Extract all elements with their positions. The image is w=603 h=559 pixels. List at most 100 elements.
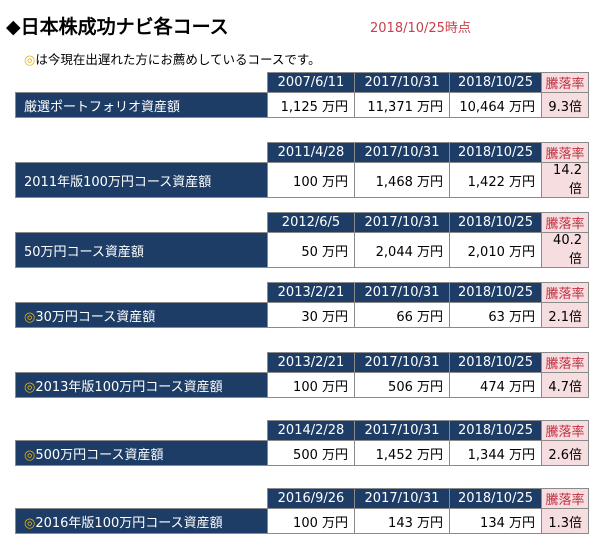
recommended-mark-icon: ◎: [24, 53, 36, 68]
asset-value: 2,010 万円: [449, 232, 542, 268]
course-name: ◎30万円コース資産額: [15, 302, 268, 328]
date-header: 2014/2/28: [267, 420, 355, 441]
ratio-header: 騰落率: [541, 212, 589, 233]
asset-value: 134 万円: [449, 508, 542, 534]
course-table: 2007/6/11 2017/10/31 2018/10/25 騰落率厳選ポートフォリ…: [15, 72, 589, 118]
ratio-header: 騰落率: [541, 72, 589, 93]
course-name: 50万円コース資産額: [15, 232, 268, 268]
date-header: 2018/10/25: [449, 488, 542, 509]
course-header-row: 2007/6/11 2017/10/31 2018/10/25 騰落率: [16, 72, 589, 93]
asset-value: 1,452 万円: [354, 440, 450, 466]
date-header: 2007/6/11: [267, 72, 355, 93]
asset-value: 1,125 万円: [267, 92, 355, 118]
asset-value: 63 万円: [449, 302, 542, 328]
recommended-mark-icon: ◎: [24, 515, 36, 531]
course-name-text: 50万円コース資産額: [24, 244, 144, 260]
ratio-value: 40.2倍: [541, 232, 589, 268]
asset-value: 100 万円: [267, 372, 355, 398]
asset-value: 1,422 万円: [449, 162, 542, 198]
asset-value: 11,371 万円: [354, 92, 450, 118]
recommended-mark-icon: ◎: [24, 309, 36, 325]
course-name-text: 30万円コース資産額: [35, 309, 156, 325]
course-value-row: ◎30万円コース資産額 30 万円 66 万円 63 万円 2.1倍: [15, 302, 589, 328]
course-table: 2014/2/28 2017/10/31 2018/10/25 騰落率 ◎500万円コー…: [15, 420, 589, 466]
date-header: 2018/10/25: [449, 352, 542, 373]
date-header: 2018/10/25: [449, 282, 542, 303]
date-header: 2013/2/21: [267, 352, 355, 373]
recommended-mark-icon: ◎: [24, 379, 36, 395]
ratio-header: 騰落率: [541, 420, 589, 441]
date-header: 2018/10/25: [449, 72, 542, 93]
asset-value: 10,464 万円: [449, 92, 542, 118]
ratio-value: 2.6倍: [541, 440, 589, 466]
as-of-date: 2018/10/25時点: [370, 21, 471, 36]
course-name: ◎2016年版100万円コース資産額: [15, 508, 268, 534]
header-blank: [16, 213, 268, 233]
ratio-header: 騰落率: [541, 282, 589, 303]
date-header: 2017/10/31: [354, 488, 450, 509]
asset-value: 506 万円: [354, 372, 450, 398]
date-header: 2017/10/31: [354, 142, 450, 163]
course-name: ◎500万円コース資産額: [15, 440, 268, 466]
header-blank: [16, 353, 268, 373]
course-table: 2013/2/21 2017/10/31 2018/10/25 騰落率 ◎30万円コース…: [15, 282, 589, 328]
date-header: 2017/10/31: [354, 420, 450, 441]
course-header-row: 2012/6/5 2017/10/31 2018/10/25 騰落率: [16, 212, 589, 233]
date-header: 2018/10/25: [449, 212, 542, 233]
header-blank: [16, 489, 268, 509]
course-name-text: 2016年版100万円コース資産額: [35, 515, 223, 531]
date-header: 2017/10/31: [354, 282, 450, 303]
course-value-row: ◎2013年版100万円コース資産額 100 万円 506 万円 474 万円 4.7倍: [15, 372, 589, 398]
course-name-text: 500万円コース資産額: [35, 447, 164, 463]
course-header-row: 2014/2/28 2017/10/31 2018/10/25 騰落率: [16, 420, 589, 441]
note-text: は今現在出遅れた方にお薦めしているコースです。: [35, 52, 321, 67]
asset-value: 1,344 万円: [449, 440, 542, 466]
page-title: ◆日本株成功ナビ各コース: [6, 16, 229, 38]
ratio-value: 2.1倍: [541, 302, 589, 328]
date-header: 2017/10/31: [354, 352, 450, 373]
asset-value: 100 万円: [267, 162, 355, 198]
course-header-row: 2011/4/28 2017/10/31 2018/10/25 騰落率: [16, 142, 589, 163]
asset-value: 100 万円: [267, 508, 355, 534]
course-name: 2011年版100万円コース資産額: [15, 162, 268, 198]
asset-value: 1,468 万円: [354, 162, 450, 198]
course-value-row: 2011年版100万円コース資産額 100 万円 1,468 万円 1,422 万円 1…: [15, 162, 589, 198]
ratio-value: 14.2倍: [541, 162, 589, 198]
date-header: 2013/2/21: [267, 282, 355, 303]
date-header: 2012/6/5: [267, 212, 355, 233]
course-name: ◎2013年版100万円コース資産額: [15, 372, 268, 398]
ratio-value: 4.7倍: [541, 372, 589, 398]
date-header: 2017/10/31: [354, 72, 450, 93]
header-blank: [16, 143, 268, 163]
asset-value: 143 万円: [354, 508, 450, 534]
asset-value: 50 万円: [267, 232, 355, 268]
ratio-header: 騰落率: [541, 142, 589, 163]
asset-value: 2,044 万円: [354, 232, 450, 268]
date-header: 2018/10/25: [449, 142, 542, 163]
date-header: 2016/9/26: [267, 488, 355, 509]
course-header-row: 2016/9/26 2017/10/31 2018/10/25 騰落率: [16, 488, 589, 509]
course-value-row: 50万円コース資産額 50 万円 2,044 万円 2,010 万円 40.2倍: [15, 232, 589, 268]
header-blank: [16, 283, 268, 303]
course-value-row: ◎500万円コース資産額 500 万円 1,452 万円 1,344 万円 2.6倍: [15, 440, 589, 466]
course-value-row: ◎2016年版100万円コース資産額 100 万円 143 万円 134 万円 1.3倍: [15, 508, 589, 534]
ratio-header: 騰落率: [541, 352, 589, 373]
asset-value: 66 万円: [354, 302, 450, 328]
recommended-mark-icon: ◎: [24, 447, 36, 463]
course-name: 厳選ポートフォリオ資産額: [15, 92, 268, 118]
ratio-value: 1.3倍: [541, 508, 589, 534]
header-blank: [16, 73, 268, 93]
course-name-text: 2013年版100万円コース資産額: [35, 379, 223, 395]
date-header: 2011/4/28: [267, 142, 355, 163]
course-value-row: 厳選ポートフォリオ資産額 1,125 万円 11,371 万円 10,464 万円 9.…: [15, 92, 589, 118]
course-name-text: 厳選ポートフォリオ資産額: [24, 99, 181, 115]
asset-value: 500 万円: [267, 440, 355, 466]
course-table: 2012/6/5 2017/10/31 2018/10/25 騰落率 50万円コース資産…: [15, 212, 589, 268]
course-table: 2011/4/28 2017/10/31 2018/10/25 騰落率 2011年版10…: [15, 142, 589, 198]
course-header-row: 2013/2/21 2017/10/31 2018/10/25 騰落率: [16, 282, 589, 303]
date-header: 2017/10/31: [354, 212, 450, 233]
date-header: 2018/10/25: [449, 420, 542, 441]
header-blank: [16, 421, 268, 441]
course-table: 2016/9/26 2017/10/31 2018/10/25 騰落率 ◎2016年版1…: [15, 488, 589, 534]
course-table: 2013/2/21 2017/10/31 2018/10/25 騰落率 ◎2013年版1…: [15, 352, 589, 398]
